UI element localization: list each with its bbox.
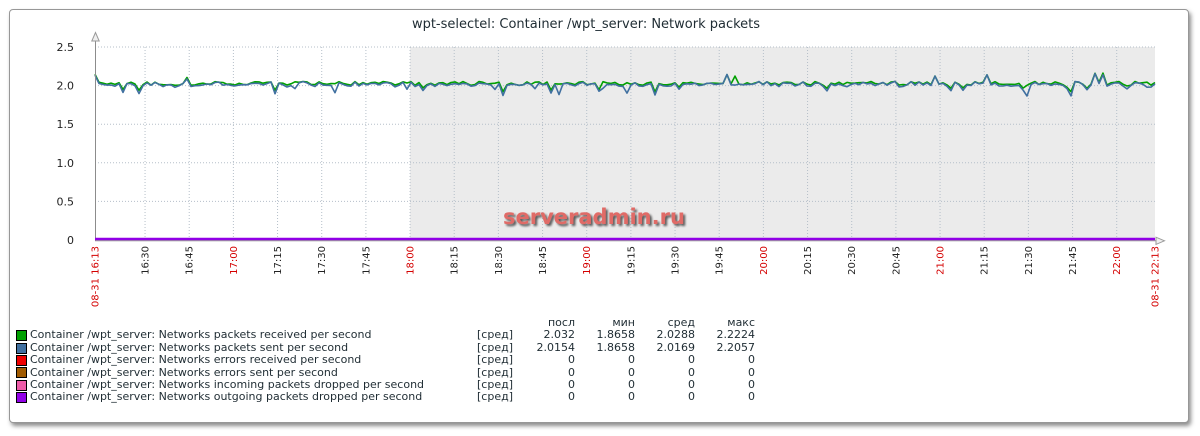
- legend-min: 0: [628, 353, 635, 367]
- legend-series-name: Container /wpt_server: Networks outgoing…: [30, 390, 423, 404]
- x-axis-arrow-icon: [1155, 236, 1166, 246]
- legend-series-name: Container /wpt_server: Networks packets …: [30, 328, 372, 342]
- legend-func: [сред]: [477, 353, 513, 367]
- legend-swatch: [16, 367, 27, 379]
- x-tick-label: 16:45: [185, 246, 196, 275]
- legend-last: 2.0154: [536, 340, 576, 354]
- legend-min: 0: [628, 390, 635, 404]
- y-tick-label: 0.5: [57, 195, 75, 208]
- x-tick-label: 18:30: [494, 246, 505, 275]
- x-tick-label: 21:15: [980, 246, 991, 275]
- legend-last: 0: [568, 353, 575, 367]
- x-tick-label: 17:00: [229, 246, 240, 275]
- y-axis-arrow-icon: [91, 31, 100, 42]
- x-tick-label: 21:30: [1024, 246, 1035, 275]
- legend-max: 0: [748, 378, 755, 392]
- legend-max: 0: [748, 365, 755, 379]
- legend-header-row: посл мин сред макс: [16, 316, 776, 329]
- x-tick-label: 19:30: [671, 246, 682, 275]
- legend-series-name: Container /wpt_server: Networks packets …: [30, 340, 349, 354]
- legend-max: 2.2224: [716, 328, 756, 342]
- legend-func: [сред]: [477, 365, 513, 379]
- legend-last: 0: [568, 365, 575, 379]
- legend-avg: 0: [688, 390, 695, 404]
- legend-avg: 0: [688, 353, 695, 367]
- watermark: serveradmin.ru: [503, 205, 685, 229]
- legend-swatch: [16, 354, 27, 366]
- legend-max: 0: [748, 353, 755, 367]
- legend-swatch: [16, 379, 27, 391]
- legend-max: 0: [748, 390, 755, 404]
- legend-row-errors-sent: Container /wpt_server: Networks errors s…: [16, 365, 776, 379]
- x-tick-label: 20:15: [803, 246, 814, 275]
- legend-func: [сред]: [477, 340, 513, 354]
- y-tick-label: 2.5: [57, 41, 75, 54]
- legend-min: 1.8658: [596, 340, 636, 354]
- x-tick-label: 17:15: [273, 246, 284, 275]
- x-tick-label: 19:15: [626, 246, 637, 275]
- non-working-hours-shade: [410, 47, 1155, 240]
- x-tick-label: 19:00: [582, 246, 593, 275]
- y-tick-label: 1.0: [57, 157, 75, 170]
- legend-min: 0: [628, 365, 635, 379]
- network-packets-chart[interactable]: 2.5 2.0 1.5 1.0 0.5 0 16:30 16:45 17:00 17:15 17:3…: [0, 0, 1200, 312]
- legend-series-name: Container /wpt_server: Networks incoming…: [30, 378, 425, 392]
- legend-func: [сред]: [477, 390, 513, 404]
- x-tick-label: 20:45: [891, 246, 902, 275]
- x-tick-label: 17:30: [317, 246, 328, 275]
- legend-row-errors-received: Container /wpt_server: Networks errors r…: [16, 353, 776, 367]
- legend-swatch: [16, 392, 27, 404]
- legend-series-name: Container /wpt_server: Networks errors s…: [30, 365, 338, 379]
- x-tick-label: 18:45: [538, 246, 549, 275]
- legend-last: 2.032: [543, 328, 576, 342]
- x-tick-label: 21:00: [936, 246, 947, 275]
- x-tick-label: 17:45: [361, 246, 372, 275]
- x-tick-label: 18:15: [450, 246, 461, 275]
- legend-min: 1.8658: [596, 328, 636, 342]
- legend-avg: 0: [688, 365, 695, 379]
- y-tick-label: 1.5: [57, 118, 75, 131]
- x-tick-label: 20:00: [759, 246, 770, 275]
- legend-max: 2.2057: [716, 340, 756, 354]
- legend-swatch: [16, 342, 27, 354]
- legend-avg: 2.0288: [656, 328, 696, 342]
- legend-func: [сред]: [477, 378, 513, 392]
- x-tick-label: 19:45: [715, 246, 726, 275]
- y-tick-label: 0: [67, 234, 74, 247]
- legend-row-packets-received: Container /wpt_server: Networks packets …: [16, 328, 776, 342]
- legend-header-min: мин: [612, 316, 635, 329]
- x-tick-label: 18:00: [406, 246, 417, 275]
- legend-row-outgoing-dropped: Container /wpt_server: Networks outgoing…: [16, 391, 776, 403]
- legend-header-max: макс: [727, 316, 755, 329]
- legend-min: 0: [628, 378, 635, 392]
- legend: посл мин сред макс Container /wpt_server…: [16, 316, 776, 404]
- legend-func: [сред]: [477, 328, 513, 342]
- legend-row-incoming-dropped: Container /wpt_server: Networks incoming…: [16, 378, 776, 392]
- x-tick-label: 22:00: [1112, 246, 1123, 275]
- x-tick-label: 08-31 16:13: [91, 246, 102, 307]
- x-tick-label: 16:30: [141, 246, 152, 275]
- legend-last: 0: [568, 390, 575, 404]
- graph-title: wpt-selectel: Container /wpt_server: Net…: [411, 17, 761, 32]
- legend-row-packets-sent: Container /wpt_server: Networks packets …: [16, 340, 776, 354]
- x-tick-label: 08-31 22:13: [1151, 246, 1162, 307]
- y-tick-label: 2.0: [57, 80, 75, 93]
- legend-series-name: Container /wpt_server: Networks errors r…: [30, 353, 362, 367]
- legend-swatch: [16, 330, 27, 342]
- legend-header-last: посл: [547, 316, 575, 329]
- series-line-packets-sent: [94, 72, 1156, 97]
- legend-last: 0: [568, 378, 575, 392]
- legend-avg: 0: [688, 378, 695, 392]
- legend-avg: 2.0169: [656, 340, 696, 354]
- x-tick-label: 21:45: [1068, 246, 1079, 275]
- x-tick-label: 20:30: [847, 246, 858, 275]
- legend-header-avg: сред: [667, 316, 695, 329]
